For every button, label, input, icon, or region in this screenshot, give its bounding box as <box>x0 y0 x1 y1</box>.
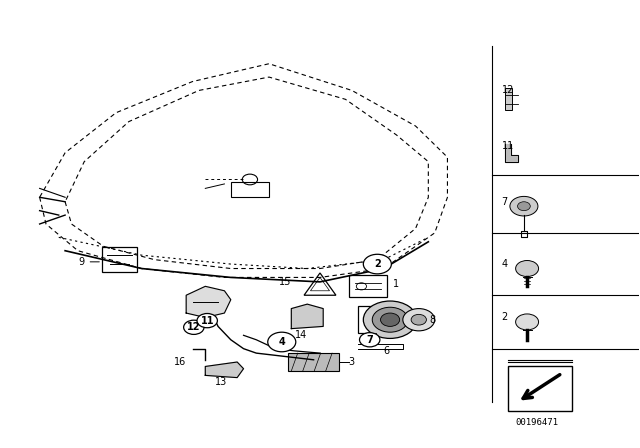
Circle shape <box>197 314 218 328</box>
Bar <box>288 353 339 371</box>
Circle shape <box>411 314 426 325</box>
Text: 2: 2 <box>374 259 381 269</box>
Bar <box>231 182 269 197</box>
Text: 7: 7 <box>502 197 508 207</box>
Circle shape <box>364 254 392 274</box>
Circle shape <box>403 309 435 331</box>
Bar <box>508 366 572 411</box>
Bar <box>505 88 513 111</box>
Text: 13: 13 <box>215 377 227 387</box>
Circle shape <box>364 301 417 338</box>
Text: 14: 14 <box>295 330 307 340</box>
Bar <box>358 306 403 333</box>
Text: 3: 3 <box>349 357 355 367</box>
Circle shape <box>184 320 204 334</box>
Polygon shape <box>291 304 323 329</box>
Circle shape <box>516 260 539 276</box>
Bar <box>102 247 137 272</box>
Circle shape <box>360 332 380 347</box>
Text: 12: 12 <box>187 322 200 332</box>
Text: 6: 6 <box>384 346 390 356</box>
Text: 15: 15 <box>279 277 291 287</box>
Circle shape <box>518 202 531 211</box>
Text: 10: 10 <box>193 321 205 332</box>
Text: 2: 2 <box>502 313 508 323</box>
Circle shape <box>381 313 399 327</box>
Text: 12: 12 <box>502 86 514 95</box>
Text: 11: 11 <box>502 141 514 151</box>
Polygon shape <box>505 144 518 162</box>
Text: 9: 9 <box>78 257 84 267</box>
Circle shape <box>268 332 296 352</box>
Polygon shape <box>205 362 244 378</box>
Text: 4: 4 <box>502 259 508 269</box>
Bar <box>349 275 387 297</box>
Text: 7: 7 <box>366 335 373 345</box>
Text: 4: 4 <box>278 337 285 347</box>
Text: 5: 5 <box>371 332 378 343</box>
Text: 00196471: 00196471 <box>515 418 558 426</box>
Text: 11: 11 <box>200 315 214 326</box>
Text: 8: 8 <box>429 315 436 325</box>
Circle shape <box>510 196 538 216</box>
Text: 1: 1 <box>394 279 399 289</box>
Circle shape <box>372 307 408 332</box>
Text: 16: 16 <box>173 357 186 367</box>
Polygon shape <box>186 286 231 318</box>
Circle shape <box>516 314 539 330</box>
